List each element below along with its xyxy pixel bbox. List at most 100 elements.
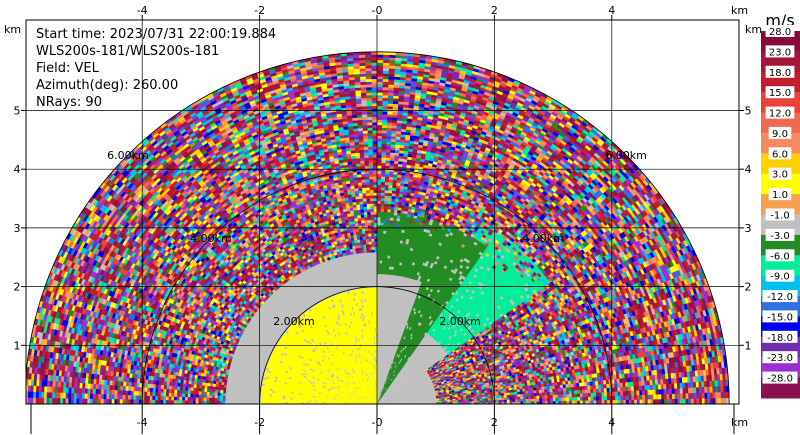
radar-gate: [571, 400, 576, 404]
radar-gate: [490, 399, 494, 403]
radar-gate: [587, 392, 592, 397]
radar-gate: [674, 388, 678, 394]
radar-gate: [633, 390, 638, 396]
radar-gate: [682, 398, 687, 404]
radar-gate: [522, 395, 527, 400]
radar-gate: [658, 398, 662, 404]
radar-gate: [530, 395, 535, 399]
radar-gate: [723, 391, 727, 399]
radar-gate: [577, 400, 581, 404]
radar-gate: [590, 396, 594, 401]
radar-gate: [527, 387, 532, 392]
radar-gate: [647, 389, 651, 395]
radar-gate: [636, 389, 640, 396]
radar-gate: [628, 399, 632, 404]
radar-gate: [479, 398, 483, 401]
radar-velocity-cells: [26, 51, 730, 404]
radar-gate: [571, 389, 575, 395]
radar-gate: [580, 400, 584, 404]
radar-gate: [704, 392, 708, 399]
radar-gate: [652, 389, 657, 395]
radar-gate: [658, 393, 662, 400]
radar-gate: [568, 390, 573, 395]
radar-gate: [509, 399, 513, 402]
radar-gate: [590, 388, 594, 394]
radar-gate: [696, 392, 700, 399]
radar-gate: [482, 399, 486, 403]
radar-gate: [525, 395, 529, 400]
radar-gate: [501, 399, 505, 402]
radar-gate: [663, 398, 668, 404]
radar-gate: [574, 389, 578, 394]
radar-gate: [512, 398, 516, 402]
radar-gate: [574, 400, 578, 404]
radar-gate: [647, 394, 651, 400]
radar-gate: [547, 391, 551, 396]
radar-gate: [626, 399, 630, 404]
radar-gate: [690, 392, 695, 399]
radar-gate: [680, 398, 684, 404]
radar-gate: [674, 393, 678, 399]
radar-gate: [517, 396, 521, 400]
radar-gate: [671, 388, 676, 394]
radar-gate: [636, 385, 640, 391]
radar-gate: [539, 395, 543, 399]
radar-gate: [631, 394, 635, 400]
radar-gate: [650, 399, 654, 404]
radar-gate: [525, 393, 529, 397]
radar-gate: [509, 396, 513, 400]
radar-gate: [565, 390, 570, 395]
radar-gate: [579, 396, 584, 401]
radar-gate: [595, 392, 600, 397]
radar-gate: [639, 394, 643, 400]
radar-gate: [606, 391, 611, 397]
radar-gate: [577, 396, 581, 401]
radar-gate: [590, 399, 594, 404]
radar-gate: [701, 398, 705, 404]
radar-gate: [669, 393, 673, 400]
radar-gate: [547, 397, 551, 402]
radar-gate: [693, 387, 697, 394]
radar-gate: [628, 394, 632, 400]
radar-gate: [549, 394, 554, 399]
radar-gate: [511, 391, 516, 395]
radar-gate: [615, 399, 619, 404]
radar-gate: [539, 397, 543, 402]
radar-gate: [698, 386, 703, 393]
radar-gate: [606, 395, 611, 401]
radar-gate: [560, 390, 564, 395]
radar-gate: [517, 391, 521, 395]
radar-gate: [639, 399, 643, 404]
radar-gate: [585, 400, 589, 404]
radar-gate: [544, 394, 548, 399]
radar-gate: [620, 399, 624, 404]
radar-gate: [560, 397, 565, 402]
radar-gate: [623, 399, 627, 404]
radar-gate: [593, 392, 597, 397]
radar-gate: [688, 398, 692, 404]
radar-gate: [655, 398, 660, 404]
radar-gate: [647, 398, 651, 404]
radar-gate: [504, 399, 508, 403]
radar-gate: [584, 389, 589, 394]
radar-gate: [650, 389, 654, 395]
radar-gate: [612, 391, 616, 397]
radar-gate: [552, 391, 556, 396]
radar-gate: [710, 397, 714, 404]
radar-gate: [666, 393, 670, 400]
radar-gate: [541, 386, 545, 390]
radar-gate: [712, 397, 716, 404]
radar-gate: [598, 399, 603, 404]
radar-gate: [574, 393, 578, 398]
radar-gate: [677, 387, 681, 394]
radar-gate: [609, 399, 613, 404]
radar-gate: [699, 398, 703, 404]
radar-gate: [574, 396, 578, 401]
radar-gate: [585, 392, 589, 397]
radar-gate: [606, 399, 611, 404]
radar-gate: [693, 392, 697, 399]
radar-gate: [579, 389, 583, 394]
radar-gate: [541, 392, 545, 396]
radar-gate: [563, 390, 567, 395]
